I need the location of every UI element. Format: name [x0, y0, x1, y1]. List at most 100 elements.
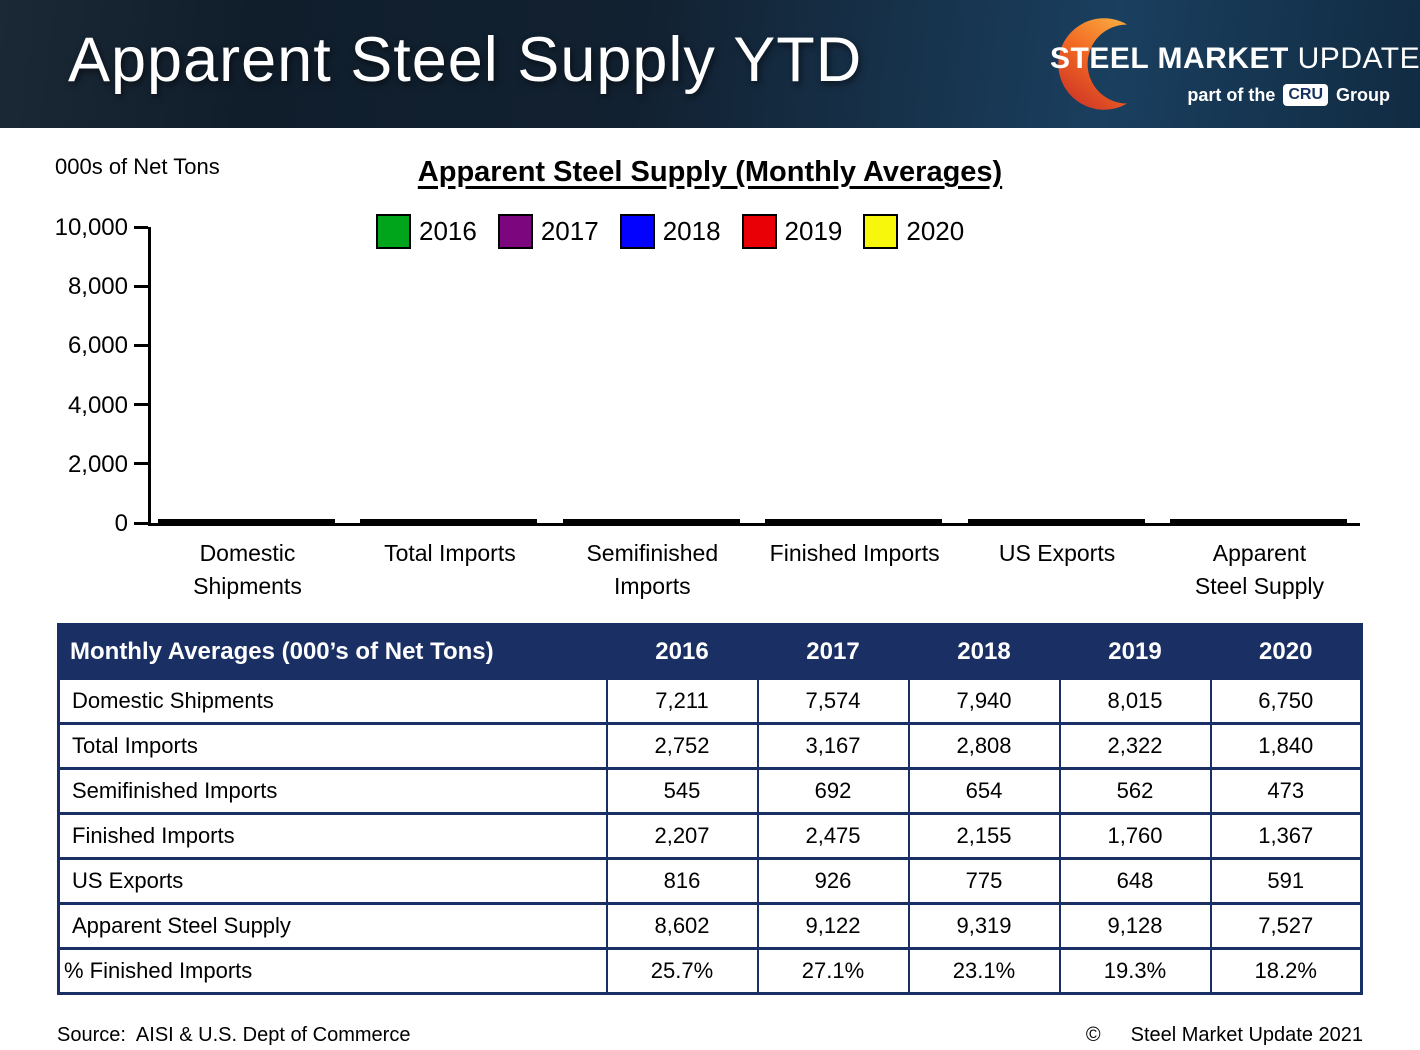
- bar-2019-us-exports: [1072, 519, 1110, 523]
- table-row--finished-imports: % Finished Imports 25.7% 27.1% 23.1% 19.3% 18…: [57, 947, 1363, 995]
- copyright-symbol: ©: [1085, 1024, 1101, 1046]
- legend-label: 2019: [784, 216, 843, 246]
- row-value: 1,367: [1209, 812, 1363, 860]
- bar-2016-semifinished-imports: [562, 519, 600, 523]
- row-value: 27.1%: [756, 947, 910, 995]
- row-value: 3,167: [756, 722, 910, 770]
- table-row-apparent-steel-supply: Apparent Steel Supply 8,602 9,122 9,319 9,12…: [57, 902, 1363, 950]
- crescent-icon: [1058, 18, 1128, 110]
- plot-area: [148, 227, 1360, 526]
- bar-2016-finished-imports: [765, 519, 803, 523]
- legend-swatch-2017: [497, 214, 533, 249]
- bar-2017-semifinished-imports: [597, 519, 635, 523]
- legend-label: 2018: [662, 216, 721, 246]
- y-tick-label: 4,000: [67, 391, 128, 419]
- row-value: 2,207: [605, 812, 759, 860]
- y-tick-mark: [134, 403, 148, 407]
- data-table-wrap: Monthly Averages (000’s of Net Tons) 2016…: [57, 623, 1363, 995]
- row-value: 2,808: [907, 722, 1061, 770]
- bar-2020-domestic-shipments: [298, 519, 335, 523]
- y-tick-mark: [134, 343, 148, 347]
- row-label: Total Imports: [57, 722, 608, 770]
- bar-2017-finished-imports: [800, 519, 838, 523]
- row-value: 648: [1058, 857, 1212, 905]
- chart-title: Apparent Steel Supply (Monthly Averages): [417, 156, 1003, 188]
- y-tick-mark: [134, 521, 148, 525]
- category-label-domestic-shipments: Domestic Shipments: [193, 540, 302, 600]
- bar-group-apparent-steel-supply: [1169, 519, 1355, 523]
- header-banner: Apparent Steel Supply YTD STEEL MARKET U…: [0, 0, 1420, 128]
- legend-swatch-2016: [376, 214, 411, 249]
- table-header-year: 2018: [907, 623, 1061, 680]
- table-row-total-imports: Total Imports 2,752 3,167 2,808 2,322 1,840: [57, 722, 1363, 770]
- bar-group-domestic-shipments: [158, 519, 343, 523]
- brand-wordmark: STEEL MARKET UPDATE: [1050, 42, 1420, 76]
- brand-update: UPDATE: [1297, 42, 1420, 75]
- source-note: Source: AISI & U.S. Dept of Commerce: [57, 1024, 411, 1046]
- row-value: 591: [1209, 857, 1363, 905]
- row-value: 2,752: [605, 722, 759, 770]
- row-value: 19.3%: [1058, 947, 1212, 995]
- row-value: 1,760: [1058, 812, 1212, 860]
- bar-2018-semifinished-imports: [632, 519, 670, 523]
- copyright: © Steel Market Update 2021: [1086, 1024, 1363, 1047]
- row-value: 2,155: [907, 812, 1061, 860]
- row-label: % Finished Imports: [57, 947, 608, 995]
- row-value: 545: [605, 767, 759, 815]
- bar-2018-finished-imports: [835, 519, 873, 523]
- row-value: 7,527: [1209, 902, 1363, 950]
- legend-label: 2016: [419, 216, 477, 246]
- bar-2018-domestic-shipments: [228, 519, 265, 523]
- bar-2016-us-exports: [967, 519, 1005, 523]
- legend-swatch-2020: [863, 214, 899, 249]
- row-value: 775: [907, 857, 1061, 905]
- category-label-finished-imports: Finished Imports: [769, 540, 940, 566]
- row-label: Apparent Steel Supply: [57, 902, 608, 950]
- bar-2016-domestic-shipments: [158, 519, 195, 523]
- y-tick-label: 6,000: [67, 332, 128, 360]
- bar-2020-finished-imports: [905, 519, 943, 523]
- bar-2016-apparent-steel-supply: [1169, 519, 1207, 523]
- row-value: 692: [756, 767, 910, 815]
- table-header: Monthly Averages (000’s of Net Tons) 2016…: [57, 623, 1363, 680]
- bar-2019-domestic-shipments: [263, 519, 300, 523]
- chart-units-label: 000s of Net Tons: [55, 154, 220, 179]
- table-row-us-exports: US Exports 816 926 775 648 591: [57, 857, 1363, 905]
- row-value: 2,475: [756, 812, 910, 860]
- legend-swatch-2019: [741, 214, 777, 249]
- chart-legend: 2016 2017 2018 2019 2020: [376, 214, 964, 249]
- row-value: 654: [907, 767, 1061, 815]
- category-label-us-exports: US Exports: [998, 540, 1116, 566]
- bar-2019-total-imports: [465, 519, 503, 523]
- row-label: US Exports: [57, 857, 608, 905]
- category-label-apparent-steel-supply: Apparent Steel Supply: [1194, 540, 1325, 600]
- table-header-row: Monthly Averages (000’s of Net Tons) 2016…: [57, 623, 1363, 680]
- bar-2018-total-imports: [430, 519, 468, 523]
- row-value: 926: [756, 857, 910, 905]
- bar-2020-apparent-steel-supply: [1309, 519, 1347, 523]
- bar-2018-us-exports: [1037, 519, 1075, 523]
- x-axis-labels: Domestic Shipments Total Imports Semifinis…: [148, 537, 1357, 604]
- bar-chart: 000s of Net Tons Apparent Steel Supply (…: [0, 128, 1420, 622]
- data-table: Monthly Averages (000’s of Net Tons) 2016…: [57, 623, 1363, 995]
- table-header-year: 2020: [1209, 623, 1363, 680]
- y-tick-label: 8,000: [67, 273, 128, 301]
- bar-groups: [151, 227, 1360, 523]
- table-body: Domestic Shipments 7,211 7,574 7,940 8,015 6,…: [57, 677, 1363, 995]
- bar-2019-semifinished-imports: [667, 519, 705, 523]
- table-row-semifinished-imports: Semifinished Imports 545 692 654 562 473: [57, 767, 1363, 815]
- y-tick-label: 10,000: [54, 214, 128, 241]
- brand-steel-market: STEEL MARKET: [1050, 42, 1289, 75]
- bar-2017-domestic-shipments: [193, 519, 230, 523]
- tagline-suffix: Group: [1336, 84, 1390, 105]
- row-value: 562: [1058, 767, 1212, 815]
- bar-2017-total-imports: [395, 519, 433, 523]
- row-value: 2,322: [1058, 722, 1212, 770]
- legend-label: 2017: [540, 216, 599, 246]
- row-value: 25.7%: [605, 947, 759, 995]
- category-label-total-imports: Total Imports: [384, 540, 516, 566]
- row-value: 9,128: [1058, 902, 1212, 950]
- row-value: 1,840: [1209, 722, 1363, 770]
- table-row-domestic-shipments: Domestic Shipments 7,211 7,574 7,940 8,015 6,…: [57, 677, 1363, 725]
- row-label: Finished Imports: [57, 812, 608, 860]
